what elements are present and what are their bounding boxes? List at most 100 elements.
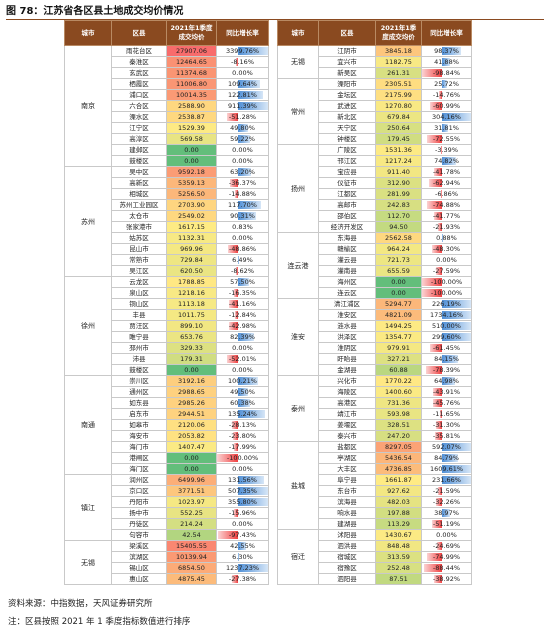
growth-text: -31.30%	[432, 421, 461, 429]
growth-text: 98.37%	[434, 47, 459, 55]
table-row: 海安市 2053.82 -23.80%	[65, 430, 269, 442]
table-row: 常熟市 729.84 6.49%	[65, 254, 269, 266]
price-cell: 60.88	[375, 364, 422, 376]
price-cell: 1132.31	[166, 232, 217, 244]
growth-text: 100.21%	[228, 377, 257, 385]
growth-text: 226.19%	[432, 300, 461, 308]
district-cell: 惠山区	[111, 573, 167, 585]
price-cell: 328.51	[375, 419, 422, 431]
growth-cell: 135.24%	[216, 408, 269, 420]
price-cell: 0.00	[166, 155, 217, 167]
table-row: 通州区 2988.65 49.50%	[65, 386, 269, 398]
table-body: 南京 雨花台区 27907.06 3399.76% 秦淮区 12464.65 -8.16% 玄…	[64, 45, 269, 585]
table-row: 港闸区 0.00 -100.00%	[65, 452, 269, 464]
district-cell: 高淳区	[111, 133, 167, 145]
price-cell: 6854.50	[166, 562, 217, 574]
price-cell: 252.48	[375, 562, 422, 574]
price-cell: 2988.65	[166, 386, 217, 398]
growth-text: -41.16%	[228, 300, 257, 308]
price-cell: 979.91	[375, 342, 422, 354]
growth-text: -61.45%	[432, 344, 461, 352]
growth-text: 299.60%	[432, 333, 461, 341]
district-cell: 秦淮区	[111, 56, 167, 68]
growth-bar	[237, 91, 263, 99]
table-row: 南京 雨花台区 27907.06 3399.76%	[64, 45, 269, 167]
growth-bar	[442, 113, 471, 121]
growth-bar	[435, 498, 442, 506]
growth-cell: -3.39%	[421, 144, 472, 156]
district-cell: 江宁区	[111, 122, 167, 134]
district-cell: 玄武区	[111, 67, 167, 79]
district-cell: 锡山区	[111, 562, 167, 574]
city-cell: 苏州	[64, 166, 112, 277]
price-cell: 5359.13	[166, 177, 217, 189]
district-cell: 天宁区	[318, 122, 376, 134]
table-row: 靖江市 593.98 -11.65%	[278, 408, 472, 420]
price-cell: 11006.80	[166, 78, 217, 90]
price-cell: 655.59	[375, 265, 422, 277]
price-cell: 2562.58	[375, 232, 422, 244]
district-cell: 赣榆区	[318, 243, 376, 255]
district-cell: 经济开发区	[318, 221, 376, 233]
price-cell: 27907.06	[166, 45, 217, 57]
growth-bar	[434, 575, 442, 583]
growth-text: -78.39%	[432, 366, 461, 374]
price-cell: 327.21	[375, 353, 422, 365]
growth-text: 90.31%	[230, 212, 255, 220]
district-cell: 盐都区	[318, 441, 376, 453]
growth-bar	[422, 289, 442, 297]
price-cell: 729.84	[166, 254, 217, 266]
growth-bar	[237, 410, 266, 418]
district-cell: 姑苏区	[111, 232, 167, 244]
price-cell: 2175.99	[375, 89, 422, 101]
table-row: 连云区 0.00 -100.00%	[278, 287, 472, 299]
column-header: 城市	[64, 20, 112, 46]
district-cell: 高邮市	[318, 199, 376, 211]
district-cell: 东台市	[318, 485, 376, 497]
growth-text: 1237.23%	[225, 564, 260, 572]
growth-text: 6.49%	[232, 256, 253, 264]
district-cell: 邳州市	[111, 342, 167, 354]
growth-bar	[439, 91, 442, 99]
district-cell: 泉山区	[111, 287, 167, 299]
growth-text: 135.24%	[228, 410, 257, 418]
table-row: 苏州 吴中区 9592.18 63.20%	[64, 166, 269, 277]
growth-text: -98.84%	[432, 69, 461, 77]
growth-text: 0.00%	[232, 234, 253, 242]
growth-cell: 507.35%	[216, 485, 269, 497]
growth-bar	[237, 377, 258, 385]
growth-text: -16.35%	[228, 289, 257, 297]
price-cell: 0.00	[375, 276, 422, 288]
growth-cell: 82.39%	[216, 331, 269, 343]
growth-text: -100.00%	[430, 289, 463, 297]
growth-bar	[237, 278, 250, 286]
growth-text: -88.44%	[432, 564, 461, 572]
district-cell: 栖霞区	[111, 78, 167, 90]
district-cell: 响水县	[318, 507, 376, 519]
growth-text: -11.65%	[432, 410, 461, 418]
growth-bar	[237, 487, 268, 495]
growth-cell: 0.00%	[421, 254, 472, 266]
district-cell: 如皋市	[111, 419, 167, 431]
district-cell: 启东市	[111, 408, 167, 420]
growth-cell: 74.82%	[421, 155, 472, 167]
growth-cell: -51.28%	[216, 111, 269, 123]
price-cell: 911.40	[375, 166, 422, 178]
growth-cell: -28.13%	[216, 419, 269, 431]
growth-cell: -6.86%	[421, 188, 472, 200]
growth-text: 41.88%	[434, 58, 459, 66]
table-row: 常州 溧阳市 2305.51 25.72%	[277, 78, 472, 145]
growth-cell: -35.81%	[421, 430, 472, 442]
table-row: 淮安 清江浦区 5294.77 226.19%	[277, 298, 472, 376]
growth-bar	[433, 168, 442, 176]
table-row: 建邺区 0.00 0.00%	[65, 144, 269, 156]
district-cell: 宝应县	[318, 166, 376, 178]
table-row: 仪征市 312.90 -62.94%	[278, 177, 472, 189]
growth-text: 0.83%	[232, 223, 253, 231]
growth-bar	[422, 69, 442, 77]
district-cell: 金坛区	[318, 89, 376, 101]
table-row: 栖霞区 11006.80 109.64%	[65, 78, 269, 90]
table-row: 姑苏区 1132.31 0.00%	[65, 232, 269, 244]
growth-bar	[442, 322, 471, 330]
price-cell: 899.10	[166, 320, 217, 332]
